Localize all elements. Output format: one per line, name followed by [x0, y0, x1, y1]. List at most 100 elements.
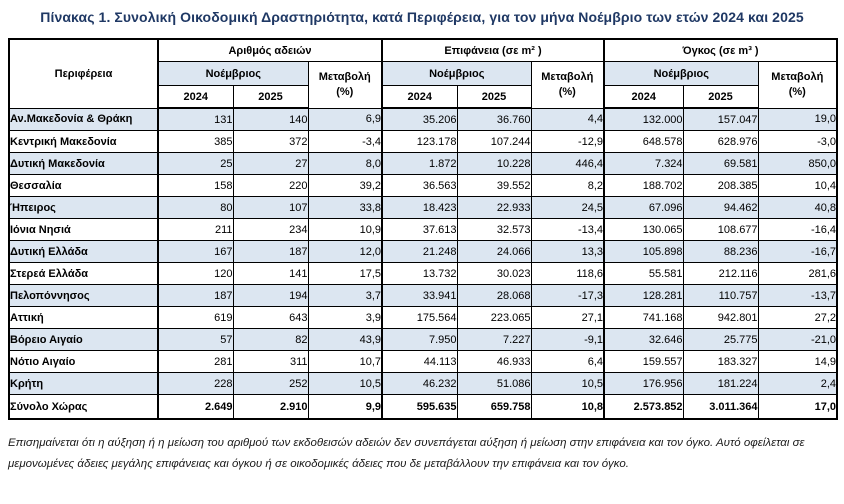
permits-2025-cell: 643 [232, 306, 309, 329]
surface-2024-cell: 13.732 [381, 262, 458, 285]
surface-2025-cell: 36.760 [456, 107, 532, 131]
group-header-volume: Όγκος (σε m³ ) [603, 38, 838, 62]
volume-2024-cell: 105.898 [603, 240, 684, 263]
surface-2025-cell: 30.023 [456, 262, 532, 285]
region-cell: Αττική [8, 306, 159, 329]
surface-2025-cell: 32.573 [456, 218, 532, 241]
header-row-groups: Περιφέρεια Αριθμός αδειών Επιφάνεια (σε … [8, 38, 838, 109]
table-row-total: Σύνολο Χώρας 2.649 2.910 9,9 595.635 659… [8, 394, 838, 420]
month-header-surface: Νοέμβριος [381, 61, 532, 86]
year-header-2025: 2025 [456, 85, 532, 109]
volume-change-cell: -16,4 [757, 218, 838, 241]
surface-2025-cell: 39.552 [456, 174, 532, 197]
volume-2025-cell: 628.976 [682, 130, 759, 153]
volume-2025-cell: 110.757 [682, 284, 759, 307]
permits-2025-cell: 27 [232, 152, 309, 175]
surface-change-cell: -13,4 [530, 218, 605, 241]
permits-2024-cell: 120 [157, 262, 234, 285]
change-label: Μεταβολή [541, 71, 594, 84]
volume-2025-cell: 157.047 [682, 107, 759, 131]
permits-2024-cell: 131 [157, 107, 234, 131]
volume-change-cell: 10,4 [757, 174, 838, 197]
permits-change-cell: -3,4 [307, 130, 383, 153]
volume-2025-cell: 208.385 [682, 174, 759, 197]
surface-2024-cell: 37.613 [381, 218, 458, 241]
permits-change-cell: 10,7 [307, 350, 383, 373]
table-row: Δυτική Μακεδονία 25 27 8,0 1.872 10.228 … [8, 152, 838, 175]
permits-change-cell: 17,5 [307, 262, 383, 285]
permits-2025-cell: 252 [232, 372, 309, 395]
change-unit: (%) [788, 85, 806, 98]
permits-2025-cell: 141 [232, 262, 309, 285]
region-cell: Αν.Μακεδονία & Θράκη [8, 107, 159, 131]
surface-change-cell: 4,4 [530, 107, 605, 131]
permits-change-cell: 12,0 [307, 240, 383, 263]
surface-change-cell: 10,8 [530, 394, 605, 420]
region-cell: Ιόνια Νησιά [8, 218, 159, 241]
table-title: Πίνακας 1. Συνολική Οικοδομική Δραστηριό… [40, 9, 804, 25]
group-header-surface: Επιφάνεια (σε m² ) [381, 38, 605, 62]
surface-2024-cell: 21.248 [381, 240, 458, 263]
table-row: Θεσσαλία 158 220 39,2 36.563 39.552 8,2 … [8, 174, 838, 197]
permits-2024-cell: 167 [157, 240, 234, 263]
volume-2024-cell: 188.702 [603, 174, 684, 197]
surface-change-cell: -12,9 [530, 130, 605, 153]
permits-change-cell: 8,0 [307, 152, 383, 175]
region-cell: Κρήτη [8, 372, 159, 395]
region-cell: Νότιο Αιγαίο [8, 350, 159, 373]
table-row: Ιόνια Νησιά 211 234 10,9 37.613 32.573 -… [8, 218, 838, 241]
surface-2025-cell: 22.933 [456, 196, 532, 219]
volume-2025-cell: 212.116 [682, 262, 759, 285]
surface-2024-cell: 36.563 [381, 174, 458, 197]
region-cell: Θεσσαλία [8, 174, 159, 197]
change-unit: (%) [336, 85, 354, 98]
permits-change-cell: 33,8 [307, 196, 383, 219]
permits-2025-cell: 220 [232, 174, 309, 197]
permits-2025-cell: 372 [232, 130, 309, 153]
volume-2025-cell: 94.462 [682, 196, 759, 219]
surface-change-cell: 6,4 [530, 350, 605, 373]
volume-change-cell: 27,2 [757, 306, 838, 329]
table-row: Βόρειο Αιγαίο 57 82 43,9 7.950 7.227 -9,… [8, 328, 838, 351]
surface-change-cell: 13,3 [530, 240, 605, 263]
permits-change-cell: 43,9 [307, 328, 383, 351]
volume-2025-cell: 181.224 [682, 372, 759, 395]
permits-2025-cell: 187 [232, 240, 309, 263]
surface-change-cell: -17,3 [530, 284, 605, 307]
permits-change-cell: 39,2 [307, 174, 383, 197]
change-header-surface: Μεταβολή (%) [530, 61, 605, 109]
permits-change-cell: 3,9 [307, 306, 383, 329]
volume-change-cell: 850,0 [757, 152, 838, 175]
month-header-permits: Νοέμβριος [157, 61, 309, 86]
surface-2025-cell: 46.933 [456, 350, 532, 373]
surface-2024-cell: 7.950 [381, 328, 458, 351]
volume-2024-cell: 128.281 [603, 284, 684, 307]
year-header-2025: 2025 [682, 85, 759, 109]
volume-2025-cell: 108.677 [682, 218, 759, 241]
change-header-permits: Μεταβολή (%) [307, 61, 383, 109]
permits-2025-cell: 311 [232, 350, 309, 373]
permits-change-cell: 6,9 [307, 107, 383, 131]
table-row: Αττική 619 643 3,9 175.564 223.065 27,1 … [8, 306, 838, 329]
permits-2024-cell: 187 [157, 284, 234, 307]
permits-2024-cell: 211 [157, 218, 234, 241]
table-header: Περιφέρεια Αριθμός αδειών Επιφάνεια (σε … [8, 38, 838, 109]
volume-change-cell: -13,7 [757, 284, 838, 307]
region-column-header: Περιφέρεια [8, 38, 159, 109]
surface-2024-cell: 123.178 [381, 130, 458, 153]
volume-change-cell: 14,9 [757, 350, 838, 373]
permits-2024-cell: 2.649 [157, 394, 234, 420]
surface-2025-cell: 107.244 [456, 130, 532, 153]
permits-2024-cell: 25 [157, 152, 234, 175]
volume-2024-cell: 32.646 [603, 328, 684, 351]
surface-2024-cell: 35.206 [381, 107, 458, 131]
region-cell: Σύνολο Χώρας [8, 394, 159, 420]
change-unit: (%) [558, 85, 576, 98]
change-label: Μεταβολή [771, 71, 824, 84]
table-row: Στερεά Ελλάδα 120 141 17,5 13.732 30.023… [8, 262, 838, 285]
surface-2024-cell: 44.113 [381, 350, 458, 373]
group-header-permits: Αριθμός αδειών [156, 38, 383, 62]
header-row-month: Νοέμβριος Μεταβολή (%) Νοέμβριος Μεταβολή… [9, 61, 838, 109]
surface-2025-cell: 223.065 [456, 306, 532, 329]
volume-2024-cell: 2.573.852 [603, 394, 684, 420]
